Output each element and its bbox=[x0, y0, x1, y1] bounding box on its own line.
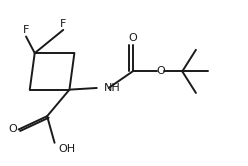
Text: NH: NH bbox=[104, 83, 121, 93]
Text: F: F bbox=[23, 25, 29, 35]
Text: O: O bbox=[8, 124, 17, 134]
Text: O: O bbox=[128, 33, 137, 43]
Text: OH: OH bbox=[58, 144, 75, 154]
Text: O: O bbox=[157, 66, 166, 76]
Text: F: F bbox=[60, 19, 66, 29]
